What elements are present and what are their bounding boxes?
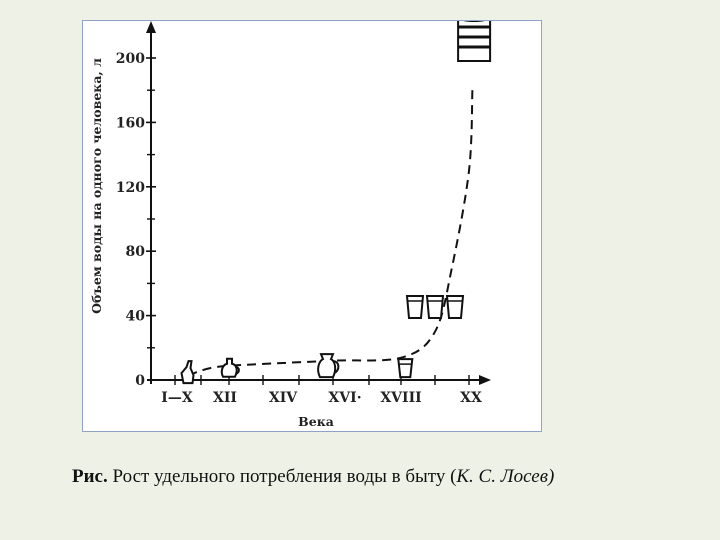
bottle-shape — [180, 360, 195, 385]
x-tick-label: XX — [460, 390, 482, 406]
consumption-curve — [188, 90, 474, 377]
jug-body — [220, 357, 238, 378]
x-tick-label: XIV — [269, 390, 298, 406]
caption-author: К. С. Лосев) — [456, 466, 555, 487]
ticks: 0 40 80 120 160 200 — [116, 51, 470, 389]
y-axis-arrow — [146, 21, 156, 33]
caption-prefix: Рис. — [72, 466, 108, 487]
three-buckets-icon — [405, 294, 465, 319]
y-axis-title: Объем воды на одного человека, л — [89, 58, 104, 314]
y-tick-label: 200 — [116, 51, 145, 67]
bucket-body — [425, 294, 445, 319]
y-tick-label: 80 — [126, 244, 146, 260]
bucket-body — [445, 294, 465, 319]
bucket-body — [405, 294, 425, 319]
x-tick-label: XVIII — [380, 390, 421, 406]
caption-text: Рост удельного потребления воды в быту ( — [107, 466, 457, 487]
barrel-icon — [457, 21, 492, 62]
bucket-body — [397, 358, 414, 379]
y-tick-label: 120 — [116, 180, 145, 196]
pitcher-body — [317, 353, 337, 379]
pitcher-icon — [317, 353, 340, 379]
labels: I—X XII XIV XVI· XVIII XX Века Объем воды на од… — [89, 58, 482, 429]
chart: 0 40 80 120 160 200 I—X XII XIV XVI· XVIII XX Века О… — [89, 21, 492, 429]
x-axis-title: Века — [298, 414, 334, 429]
x-tick-label: XVI· — [328, 390, 361, 406]
y-tick-label: 160 — [116, 115, 145, 131]
x-tick-label: XII — [213, 390, 237, 406]
curve — [188, 90, 474, 377]
jug-icon — [220, 357, 240, 378]
y-tick-label: 40 — [126, 309, 146, 325]
x-tick-label: I—X — [161, 390, 193, 406]
y-tick-label: 0 — [135, 373, 145, 389]
bucket-icon — [397, 358, 414, 379]
x-axis-arrow — [479, 375, 491, 385]
bottle-icon — [180, 360, 195, 385]
axes — [146, 21, 491, 385]
jug-handle — [234, 365, 240, 375]
figure-frame: 0 40 80 120 160 200 I—X XII XIV XVI· XVIII XX Века О… — [82, 20, 542, 432]
pitcher-handle — [332, 360, 340, 375]
figure-caption: Рис. Рост удельного потребления воды в б… — [72, 462, 672, 491]
icons — [180, 21, 492, 385]
